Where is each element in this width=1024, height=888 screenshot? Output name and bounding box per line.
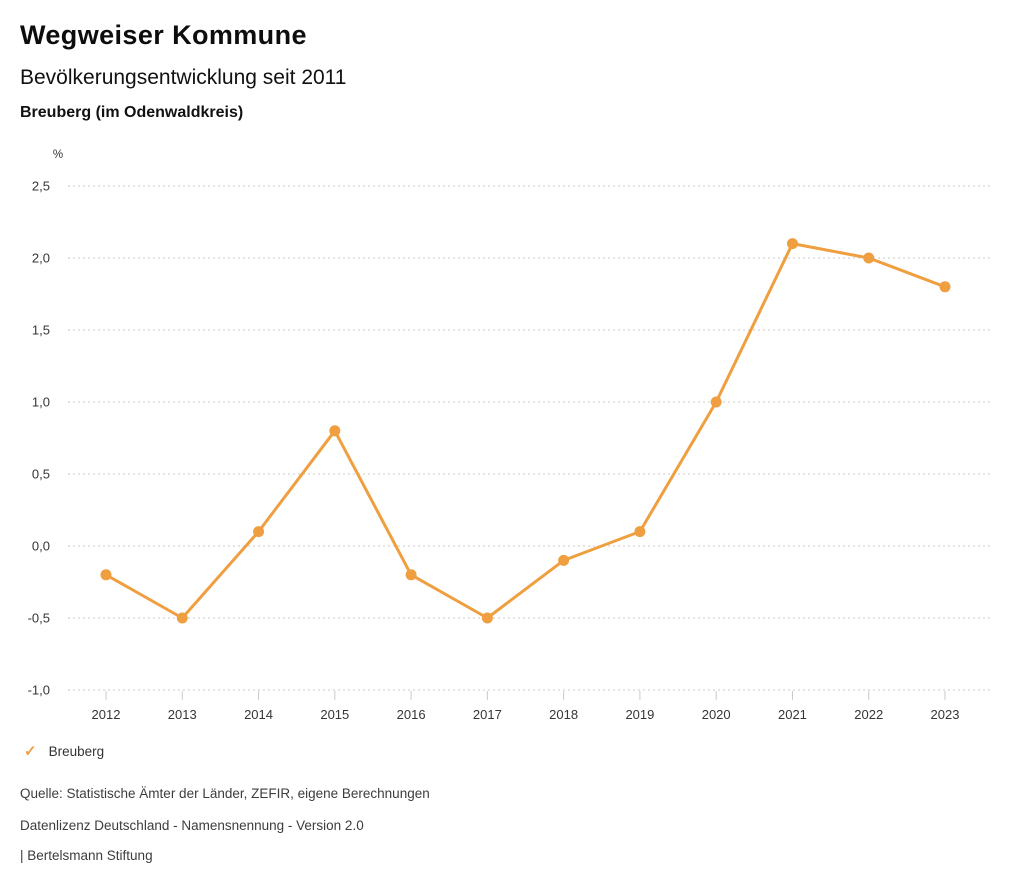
x-axis-tick-label: 2022	[854, 707, 883, 722]
data-point-2019[interactable]	[634, 526, 646, 538]
data-point-2023[interactable]	[939, 281, 951, 293]
y-axis-tick-label: -1,0	[28, 683, 50, 698]
data-point-2016[interactable]	[405, 569, 417, 581]
data-point-2014[interactable]	[253, 526, 265, 538]
data-point-2022[interactable]	[863, 252, 875, 264]
legend-item-breuberg[interactable]: ✓ Breuberg	[24, 744, 104, 759]
footer-license: Datenlizenz Deutschland - Namensnennung …	[20, 818, 364, 833]
x-axis-tick-label: 2017	[473, 707, 502, 722]
x-axis-tick-label: 2013	[168, 707, 197, 722]
data-point-2020[interactable]	[710, 396, 722, 408]
x-axis-tick-label: 2016	[397, 707, 426, 722]
x-axis-tick-label: 2015	[320, 707, 349, 722]
x-axis-tick-label: 2012	[92, 707, 121, 722]
data-point-2012[interactable]	[100, 569, 112, 581]
x-axis-tick-label: 2018	[549, 707, 578, 722]
footer-attribution: | Bertelsmann Stiftung	[20, 848, 153, 863]
y-axis-tick-label: 2,5	[32, 179, 50, 194]
y-axis-unit-label: %	[53, 149, 63, 161]
x-axis-tick-label: 2014	[244, 707, 273, 722]
data-point-2017[interactable]	[481, 612, 493, 624]
y-axis-tick-label: 0,0	[32, 539, 50, 554]
y-axis-tick-label: -0,5	[28, 611, 50, 626]
data-point-2013[interactable]	[176, 612, 188, 624]
x-axis-tick-label: 2021	[778, 707, 807, 722]
y-axis-tick-label: 1,0	[32, 395, 50, 410]
data-point-2015[interactable]	[329, 425, 341, 437]
legend-item-label: Breuberg	[48, 744, 105, 759]
series-line-breuberg	[104, 242, 947, 620]
y-axis-tick-label: 1,5	[32, 323, 50, 338]
y-axis-tick-label: 0,5	[32, 467, 50, 482]
legend-checkmark-icon: ✓	[24, 743, 37, 760]
page-title: Wegweiser Kommune	[20, 20, 307, 50]
chart-title: Bevölkerungsentwicklung seit 2011	[20, 66, 347, 89]
x-axis-tick-label: 2023	[931, 707, 960, 722]
data-point-2018[interactable]	[558, 554, 570, 566]
x-axis-tick-label: 2019	[625, 707, 654, 722]
data-point-2021[interactable]	[786, 238, 798, 250]
population-line-chart: % 2,5 2,0 1,5 1,0 0,5 0,0 -0,5 -1,0 2012 2013 2014 2…	[28, 149, 990, 722]
y-axis-tick-label: 2,0	[32, 251, 50, 266]
chart-subtitle-region: Breuberg (im Odenwaldkreis)	[20, 104, 244, 121]
footer-source: Quelle: Statistische Ämter der Länder, Z…	[20, 786, 430, 801]
x-axis-tick-label: 2020	[702, 707, 731, 722]
